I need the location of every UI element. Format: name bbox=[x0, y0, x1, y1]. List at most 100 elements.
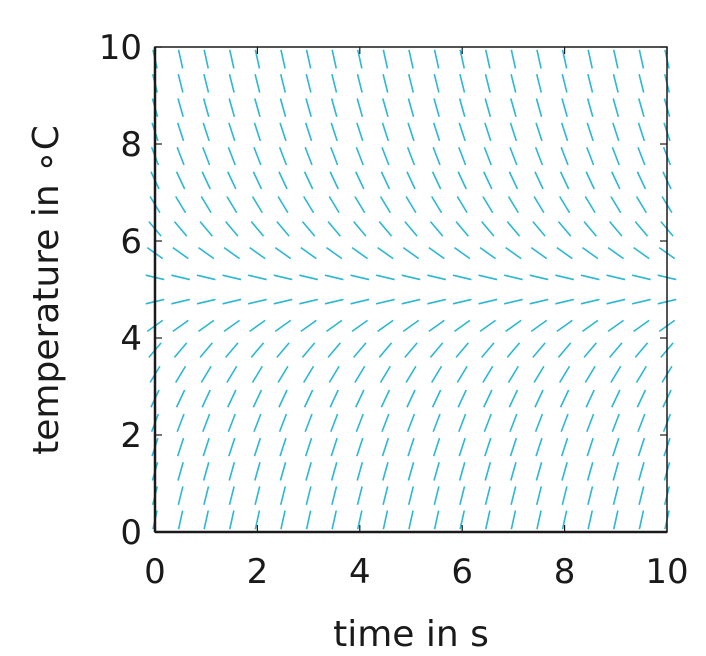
slope-segment bbox=[356, 486, 363, 506]
slope-segment bbox=[433, 98, 440, 117]
slope-segment bbox=[484, 462, 492, 481]
slope-segment bbox=[254, 98, 261, 117]
slope-segment bbox=[635, 196, 647, 214]
slope-segment bbox=[427, 274, 447, 281]
slope-segment bbox=[507, 196, 519, 214]
slope-segment bbox=[510, 462, 517, 481]
slope-segment bbox=[433, 462, 440, 481]
slope-segment bbox=[534, 171, 544, 190]
slope-segment bbox=[175, 365, 187, 383]
slope-segment bbox=[510, 510, 517, 530]
slope-segment bbox=[249, 319, 266, 333]
slope-segment bbox=[382, 486, 389, 506]
slope-segment bbox=[250, 221, 265, 237]
slope-segment bbox=[560, 122, 569, 142]
slope-segment bbox=[304, 413, 313, 433]
slope-segment bbox=[274, 246, 292, 260]
slope-segment bbox=[177, 73, 184, 93]
slope-segment bbox=[587, 49, 594, 69]
slope-segment bbox=[581, 319, 599, 333]
slope-segment bbox=[196, 274, 216, 281]
slope-segment bbox=[458, 98, 466, 117]
slope-segment bbox=[252, 389, 263, 408]
slope-segment bbox=[177, 98, 184, 117]
slope-segment bbox=[278, 146, 288, 166]
slope-segment bbox=[611, 171, 621, 190]
slope-segment bbox=[483, 146, 492, 166]
slope-segment bbox=[455, 342, 469, 358]
slope-segment bbox=[612, 437, 620, 457]
slope-segment bbox=[483, 171, 493, 190]
slope-segment bbox=[406, 171, 416, 190]
slope-segment bbox=[299, 274, 319, 281]
slope-segment bbox=[375, 298, 395, 305]
slope-segment bbox=[381, 122, 390, 142]
slope-segment bbox=[329, 171, 339, 190]
slope-segment bbox=[407, 462, 415, 481]
slope-segment bbox=[225, 221, 239, 237]
slope-segment bbox=[580, 274, 600, 281]
slope-segment bbox=[330, 437, 338, 457]
slope-segment bbox=[356, 510, 363, 530]
slope-segment bbox=[509, 146, 518, 166]
slope-segment bbox=[254, 49, 261, 69]
slope-segment bbox=[561, 462, 568, 481]
y-tick-label: 0 bbox=[120, 513, 142, 553]
slope-segment bbox=[535, 73, 543, 93]
slope-segment bbox=[202, 413, 211, 433]
slope-segment bbox=[556, 246, 573, 260]
slope-segment bbox=[250, 342, 265, 358]
slope-segment bbox=[201, 171, 211, 190]
slope-segment bbox=[173, 221, 188, 237]
slope-segment bbox=[253, 413, 262, 433]
slope-segment bbox=[279, 486, 287, 506]
slope-segment bbox=[585, 389, 595, 408]
slope-segment bbox=[356, 122, 364, 142]
slope-segment bbox=[561, 49, 568, 69]
slope-segment bbox=[382, 73, 389, 93]
slope-segment bbox=[481, 221, 495, 237]
slope-segment bbox=[199, 342, 213, 358]
slope-segment bbox=[433, 486, 440, 506]
slope-segment bbox=[375, 274, 395, 281]
slope-segment bbox=[227, 146, 236, 166]
slope-segment bbox=[611, 389, 621, 408]
slope-segment bbox=[171, 298, 191, 305]
slope-segment bbox=[586, 437, 594, 457]
slope-segment bbox=[381, 413, 390, 433]
slope-segment bbox=[223, 246, 241, 260]
slope-segment bbox=[202, 98, 210, 117]
x-tick-label: 8 bbox=[554, 552, 576, 592]
slope-segment bbox=[254, 486, 261, 506]
slope-segment bbox=[561, 486, 568, 506]
slope-segment bbox=[299, 298, 319, 305]
slope-segment bbox=[300, 319, 317, 333]
slope-segment bbox=[505, 319, 522, 333]
slope-segment bbox=[356, 73, 363, 93]
slope-segment bbox=[483, 389, 493, 408]
slope-segment bbox=[452, 298, 472, 305]
slope-segment bbox=[303, 171, 314, 190]
slope-segment bbox=[432, 437, 441, 457]
slope-segment bbox=[555, 274, 575, 281]
slope-segment bbox=[530, 319, 548, 333]
slope-segment bbox=[223, 319, 241, 333]
slope-segment bbox=[382, 510, 389, 530]
slope-segment bbox=[586, 98, 594, 117]
slope-segment bbox=[610, 196, 622, 214]
slope-segment bbox=[456, 365, 468, 383]
slope-segment bbox=[535, 486, 543, 506]
slope-segment bbox=[560, 437, 569, 457]
slope-marks bbox=[145, 49, 677, 530]
y-tick-labels: 0 2 4 6 8 10 bbox=[99, 28, 142, 553]
slope-segment bbox=[200, 196, 212, 214]
slope-segment bbox=[607, 319, 625, 333]
slope-segment bbox=[506, 342, 521, 358]
slope-segment bbox=[197, 246, 215, 260]
slope-segment bbox=[406, 146, 416, 166]
slope-segment bbox=[433, 73, 440, 93]
x-tick-labels: 0 2 4 6 8 10 bbox=[144, 552, 688, 592]
slope-segment bbox=[638, 462, 645, 481]
slope-segment bbox=[251, 196, 263, 214]
slope-segment bbox=[637, 146, 646, 166]
